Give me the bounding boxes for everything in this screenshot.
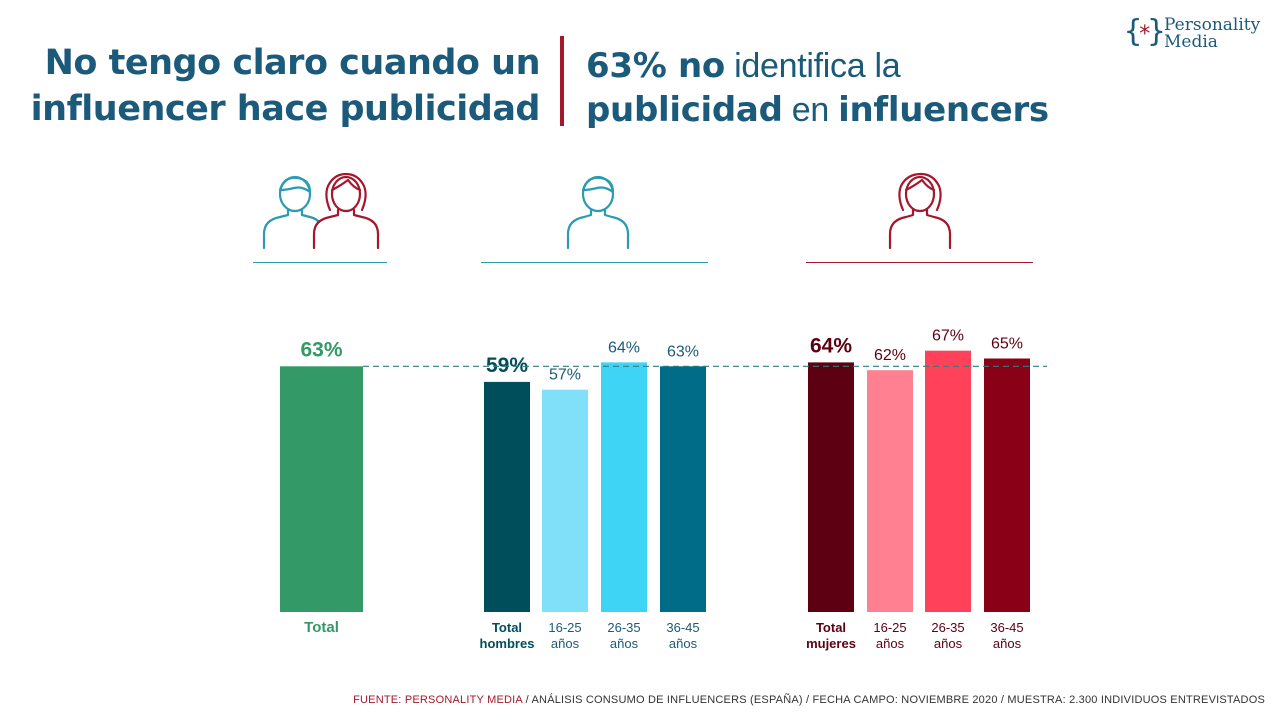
bar-total-total: [280, 366, 363, 612]
man-woman-icon: [262, 172, 380, 250]
bar-hombres-16-25-años: [542, 389, 588, 612]
value-label-hombres-16-25-años: 57%: [549, 367, 581, 384]
category-label-hombres-26-35-años: 26-35: [607, 620, 640, 635]
value-label-mujeres-36-45-años: 65%: [991, 336, 1023, 353]
subheadline-text-2: en: [791, 91, 830, 129]
bar-mujeres-16-25-años: [867, 370, 913, 612]
bar-mujeres-26-35-años: [925, 350, 971, 612]
bar-mujeres-36-45-años: [984, 358, 1030, 612]
total-group-rule: [253, 262, 387, 263]
value-label-mujeres-26-35-años: 67%: [932, 328, 964, 345]
man-icon: [566, 175, 630, 250]
logo-wordmark: Personality Media: [1164, 15, 1261, 52]
subheadline-highlight-stat: 63% no: [586, 46, 725, 86]
category-label-hombres-16-25-años: años: [551, 636, 580, 651]
value-label-hombres-36-45-años: 63%: [667, 343, 699, 360]
category-label-mujeres-26-35-años: 26-35: [931, 620, 964, 635]
category-label-mujeres-16-25-años: años: [876, 636, 905, 651]
logo-brace-icon: {*}: [1124, 14, 1165, 49]
subheadline: 63% no identifica la publicidad en influ…: [586, 44, 1049, 132]
subheadline-line-1: 63% no identifica la: [586, 44, 1049, 88]
bar-mujeres-total-mujeres: [808, 362, 854, 612]
subheadline-line-2: publicidad en influencers: [586, 88, 1049, 132]
subheadline-text-1: identifica la: [734, 47, 901, 85]
bar-hombres-36-45-años: [660, 366, 706, 612]
value-label-mujeres-total-mujeres: 64%: [810, 334, 852, 357]
footnote-label: FUENTE:: [353, 694, 402, 706]
category-label-hombres-total-hombres: Total: [492, 620, 522, 635]
subheadline-highlight-influencers: influencers: [838, 90, 1049, 130]
headline-line-1: No tengo claro cuando un: [44, 43, 541, 83]
footnote-source: PERSONALITY MEDIA: [404, 694, 523, 706]
headline-line-2: influencer hace publicidad: [30, 89, 541, 129]
footnote-details: / ANÁLISIS CONSUMO DE INFLUENCERS (ESPAÑ…: [525, 694, 1265, 706]
source-footnote: FUENTE: PERSONALITY MEDIA / ANÁLISIS CON…: [0, 694, 1265, 706]
title-divider: [560, 36, 564, 126]
value-label-total-total: 63%: [300, 338, 342, 361]
category-label-mujeres-36-45-años: años: [993, 636, 1022, 651]
category-label-hombres-26-35-años: años: [610, 636, 639, 651]
category-label-mujeres-26-35-años: años: [934, 636, 963, 651]
category-label-mujeres-total-mujeres: mujeres: [806, 636, 856, 651]
category-label-mujeres-total-mujeres: Total: [816, 620, 846, 635]
hombres-group-rule: [481, 262, 708, 263]
category-label-hombres-36-45-años: 36-45: [666, 620, 699, 635]
subheadline-highlight-publicidad: publicidad: [586, 90, 783, 130]
bar-hombres-26-35-años: [601, 362, 647, 612]
category-label-mujeres-36-45-años: 36-45: [990, 620, 1023, 635]
category-label-hombres-36-45-años: años: [669, 636, 698, 651]
mujeres-group-rule: [806, 262, 1033, 263]
value-label-hombres-26-35-años: 64%: [608, 339, 640, 356]
category-label-hombres-total-hombres: hombres: [480, 636, 535, 651]
bar-hombres-total-hombres: [484, 381, 530, 612]
value-label-hombres-total-hombres: 59%: [486, 354, 528, 377]
category-label-mujeres-16-25-años: 16-25: [873, 620, 906, 635]
woman-icon: [888, 172, 952, 250]
headline: No tengo claro cuando un influencer hace…: [20, 40, 541, 132]
value-label-mujeres-16-25-años: 62%: [874, 347, 906, 364]
category-label-hombres-16-25-años: 16-25: [548, 620, 581, 635]
category-label-total-total: Total: [304, 619, 339, 636]
